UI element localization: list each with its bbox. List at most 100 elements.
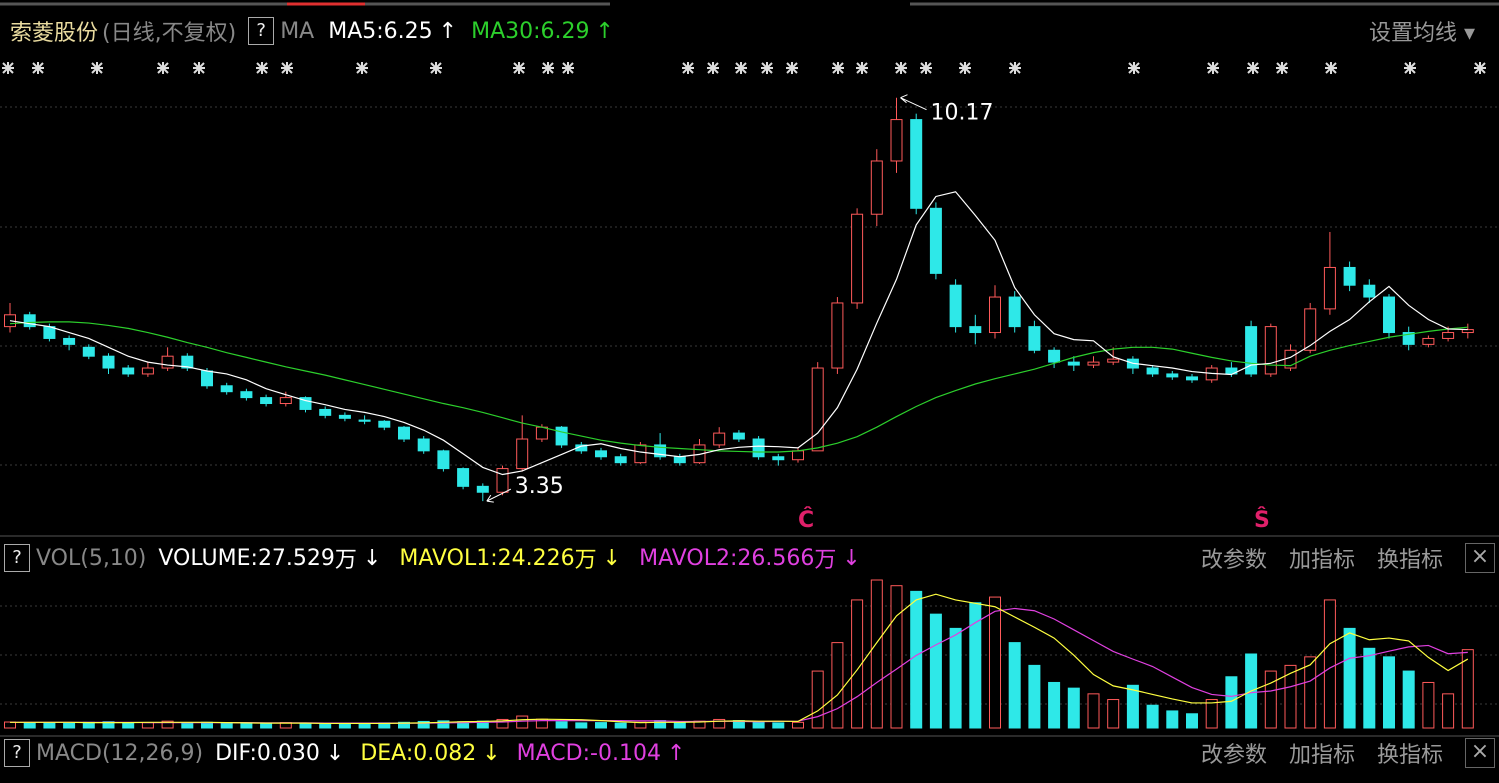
candle-body	[870, 160, 883, 215]
volume-bar	[614, 722, 627, 729]
candle-body	[772, 456, 785, 461]
candle-body	[457, 468, 470, 487]
candle-body	[476, 485, 489, 493]
candle-body	[831, 302, 844, 369]
volume-bar	[496, 718, 509, 729]
arrow: ↓	[842, 545, 861, 571]
volume-bar	[1383, 656, 1395, 729]
candle-body	[595, 450, 607, 458]
event-icon	[786, 62, 798, 74]
volume-bar	[260, 722, 273, 729]
candle-body	[496, 468, 509, 493]
candle-body	[1028, 326, 1041, 351]
candle-body	[1323, 266, 1336, 310]
volume-bar	[319, 723, 332, 729]
event-icon	[1276, 62, 1288, 74]
help-button[interactable]: ?	[4, 544, 30, 572]
volume-bar	[1402, 670, 1415, 729]
help-button[interactable]: ?	[4, 739, 30, 767]
event-icon	[856, 62, 868, 74]
ma5-line	[9, 191, 1468, 476]
volume-bar	[811, 670, 824, 729]
volume-bar	[831, 642, 844, 729]
dif: DIF:0.030	[215, 740, 320, 766]
candle-body	[122, 367, 135, 375]
event-icon	[281, 62, 293, 74]
close-button[interactable]: ×	[1465, 543, 1495, 573]
event-icon	[682, 62, 694, 74]
volume-bar	[63, 722, 76, 729]
candle-body	[1442, 332, 1455, 339]
volume-bar	[555, 721, 568, 729]
candle-body	[240, 391, 253, 399]
candle-body	[1087, 361, 1100, 366]
candle-body	[752, 438, 765, 458]
event-icon	[920, 62, 932, 74]
arrow: ↓	[325, 740, 345, 766]
button[interactable]: 改参数	[1200, 548, 1267, 573]
macd: MACD:-0.104	[516, 740, 661, 766]
arrow: ↓	[362, 545, 382, 571]
volume-bar	[1067, 687, 1080, 729]
candle-body	[634, 444, 647, 464]
volume-bar	[969, 602, 982, 729]
help-button[interactable]: ?	[248, 17, 275, 45]
ma5-value: 6.25	[383, 18, 433, 44]
volume-bar	[989, 596, 1001, 729]
volume-bar	[910, 590, 923, 729]
volume-header: ? VOL(5,10) VOLUME: 27.529 万 ↓ MAVOL1: 2…	[0, 541, 1499, 575]
event-icon	[513, 62, 525, 74]
volume-bar	[1264, 670, 1277, 729]
event-icon	[91, 62, 103, 74]
arrow	[900, 94, 927, 111]
volume-bar	[1048, 681, 1061, 729]
arrow	[486, 488, 512, 503]
volume-bar	[1442, 693, 1455, 729]
volume-bar	[181, 722, 194, 729]
volume-bar	[398, 721, 410, 729]
volume-bar	[1126, 684, 1139, 729]
mavol2-value: 26.566	[737, 545, 815, 571]
button[interactable]: 换指标	[1376, 548, 1443, 573]
button[interactable]: 加指标	[1288, 548, 1355, 573]
price-header: 索菱股份 (日线,不复权) ? MA MA5: 6.25 ↑ MA30: 6.2…	[0, 14, 1499, 48]
arrow: ↓	[602, 545, 622, 571]
candle-body	[949, 284, 962, 328]
event-icon	[1128, 62, 1140, 74]
button[interactable]: 改参数	[1200, 743, 1267, 768]
candle-body	[969, 326, 982, 334]
close-button[interactable]: ×	[1465, 738, 1495, 768]
dea: DEA:0.082	[360, 740, 477, 766]
volume-bar	[1225, 676, 1238, 729]
volume-bar	[1304, 656, 1317, 729]
arrow: ↑	[438, 18, 458, 44]
candle-body	[1422, 337, 1435, 345]
volume-bar	[595, 722, 607, 729]
toolbar: 改参数 加指标 换指标 ×	[1201, 737, 1499, 769]
button[interactable]: 换指标	[1376, 743, 1443, 768]
event-icon	[707, 62, 719, 74]
mavol2-label: MAVOL2:	[639, 545, 738, 571]
event-icon	[256, 62, 268, 74]
volume-bar	[673, 722, 686, 729]
candle-body	[614, 456, 627, 464]
candle-body	[732, 432, 745, 440]
event-icon	[562, 62, 574, 74]
candle-body	[929, 207, 942, 274]
unit: 万	[574, 548, 597, 573]
button[interactable]: 加指标	[1288, 743, 1355, 768]
candle-body	[1048, 349, 1061, 363]
volume-bar	[43, 722, 56, 729]
event-icon	[2, 62, 14, 74]
settings-button[interactable]: 设置均线 ▾	[1368, 21, 1475, 46]
event-icon	[157, 62, 169, 74]
event-icon	[193, 62, 205, 74]
event-icon	[356, 62, 368, 74]
candle-body	[910, 119, 923, 209]
candle-body	[181, 355, 194, 369]
candle-body	[1343, 266, 1356, 286]
volume-bar	[4, 721, 16, 729]
volume-bar	[1087, 693, 1100, 729]
